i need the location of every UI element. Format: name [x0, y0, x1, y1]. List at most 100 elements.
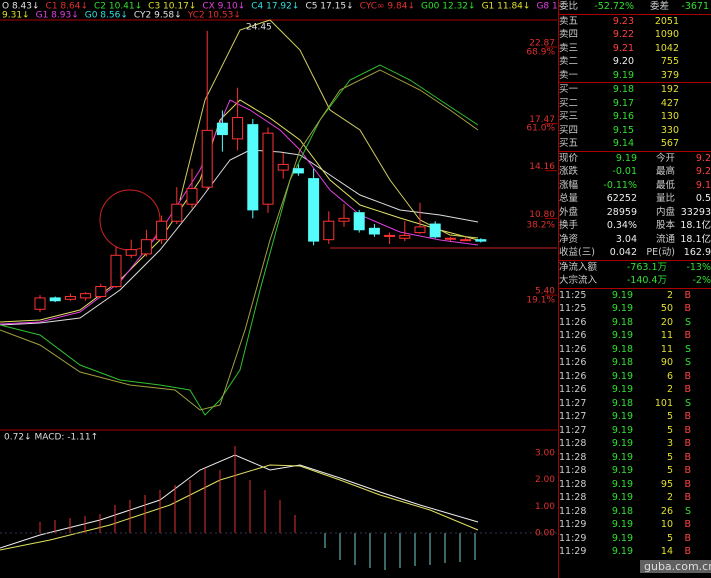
- cell: 11: [660, 330, 673, 341]
- cell: B: [684, 370, 691, 382]
- candle-body: [110, 254, 122, 288]
- cell: B: [684, 424, 691, 436]
- candle-body: [475, 239, 487, 242]
- cell: 0.042: [609, 247, 637, 258]
- flow-row: 净流入额 -763.1万 -13%: [559, 261, 711, 275]
- indicator-value: CYC∞ 9.84↓: [360, 2, 415, 12]
- cell: 11:28: [559, 505, 587, 517]
- cell: B: [684, 478, 691, 490]
- cell: 9.18: [612, 84, 634, 95]
- cell: 买三: [559, 111, 579, 122]
- cell: 卖一: [559, 69, 579, 81]
- cell: 净流入额: [559, 261, 598, 273]
- y-tick-label: 0.00: [535, 529, 555, 539]
- trade-row: 11:28 9.18 26 S: [559, 505, 711, 519]
- indicator-value: CX 9.10↓: [202, 2, 245, 12]
- cell: 2: [666, 289, 673, 301]
- quote-panel: 委比 -52.72% 委差 -3671 卖五 9.23 2051 卖四 9.22 1090 卖三 9.…: [558, 0, 711, 578]
- trade-row: 11:29 9.19 14 B: [559, 545, 711, 559]
- cell: 427: [660, 97, 679, 109]
- cell: 3: [666, 438, 673, 449]
- order-row: 买二 9.17 427: [559, 97, 711, 111]
- cell: 567: [660, 138, 679, 149]
- cell: 9.19: [611, 492, 633, 503]
- cell: 5: [666, 465, 673, 476]
- cell: 379: [660, 69, 679, 81]
- candle-body: [156, 220, 168, 241]
- watermark: guba.com.cn: [640, 560, 711, 573]
- indicator-value: G1 11.84↓: [482, 2, 531, 12]
- cell: 卖三: [559, 42, 579, 54]
- cell: 28959: [606, 206, 637, 218]
- cell: 卖四: [559, 29, 579, 40]
- cell: 量比: [655, 193, 675, 204]
- cell: -2%: [692, 275, 711, 286]
- candle-body: [384, 234, 396, 237]
- trade-row: 11:28 9.19 2 B: [559, 491, 711, 505]
- order-row: 买一 9.18 192: [559, 83, 711, 97]
- cell: 11:29: [559, 546, 587, 557]
- cell: 2: [666, 492, 673, 503]
- trade-row: 11:28 9.19 5 B: [559, 451, 711, 465]
- cell: 3.04: [615, 233, 637, 245]
- cell: 11:26: [559, 357, 587, 368]
- cell: 11:28: [559, 478, 587, 490]
- cell: B: [684, 303, 691, 314]
- cell: 股本: [655, 220, 675, 231]
- cell: 11:26: [559, 316, 587, 328]
- cell: 162.9: [683, 247, 711, 258]
- cell: B: [684, 519, 691, 530]
- trade-row: 11:27 9.19 5 B: [559, 410, 711, 424]
- candle-body: [247, 124, 259, 211]
- candle-body: [368, 227, 380, 235]
- cell: 9.2: [695, 166, 711, 177]
- cell: 买二: [559, 97, 579, 109]
- candle-body: [125, 249, 137, 256]
- candle-body: [64, 295, 76, 300]
- cell: 外盘: [559, 206, 579, 218]
- flow-block: 净流入额 -763.1万 -13% 大宗流入 -140.4万 -2%: [559, 259, 711, 288]
- candle-body: [292, 168, 304, 174]
- stat-row: 收益(三) 0.042 PE(动) 162.9: [559, 246, 711, 260]
- cell: 1042: [654, 42, 679, 54]
- cell: 9.19: [611, 519, 633, 530]
- order-row: 卖一 9.19 379: [559, 69, 711, 83]
- cell: S: [684, 316, 691, 328]
- cell: 11:29: [559, 519, 587, 530]
- cell: 买四: [559, 124, 579, 136]
- cell: B: [684, 438, 691, 449]
- cell: 2051: [654, 15, 679, 27]
- bids-block: 买一 9.18 192 买二 9.17 427 买三 9.16 130 买四 9.15 330 买五 9.…: [559, 82, 711, 151]
- cell: 净资: [559, 233, 579, 245]
- cell: 11:25: [559, 289, 587, 301]
- cell: 14: [660, 546, 673, 557]
- order-row: 买三 9.16 130: [559, 110, 711, 124]
- cell: 11:26: [559, 384, 587, 395]
- trade-row: 11:26 9.18 11 S: [559, 343, 711, 357]
- cell: S: [684, 397, 691, 409]
- y-tick-label: 2.00: [535, 475, 555, 485]
- cell: 18.1亿: [680, 233, 711, 245]
- cell: 9.19: [611, 411, 633, 422]
- indicator-value: C2 10.41↓: [94, 2, 142, 12]
- trade-row: 11:26 9.18 20 S: [559, 316, 711, 330]
- ma-line: [0, 99, 479, 323]
- cell: 5: [666, 411, 673, 422]
- cell: -3671: [681, 1, 709, 12]
- cell: B: [684, 330, 691, 341]
- cell: 192: [660, 84, 679, 95]
- stat-row: 涨跌 -0.01 最高 9.2: [559, 165, 711, 179]
- cell: 5: [666, 424, 673, 436]
- trade-row: 11:26 9.19 6 B: [559, 370, 711, 384]
- trade-row: 11:26 9.18 90 S: [559, 356, 711, 370]
- cell: 9.19: [611, 438, 633, 449]
- y-tick-label: 10.80: [529, 210, 555, 220]
- cell: 最低: [655, 179, 675, 191]
- cell: 总量: [559, 193, 579, 204]
- cell: 9.20: [612, 56, 634, 67]
- stat-row: 现价 9.19 今开 9.2: [559, 152, 711, 166]
- cell: 收益(三): [559, 247, 595, 258]
- cell: 50: [660, 303, 673, 314]
- cell: 9.19: [611, 370, 633, 382]
- indicator-value: G1 8.93↓: [36, 11, 79, 21]
